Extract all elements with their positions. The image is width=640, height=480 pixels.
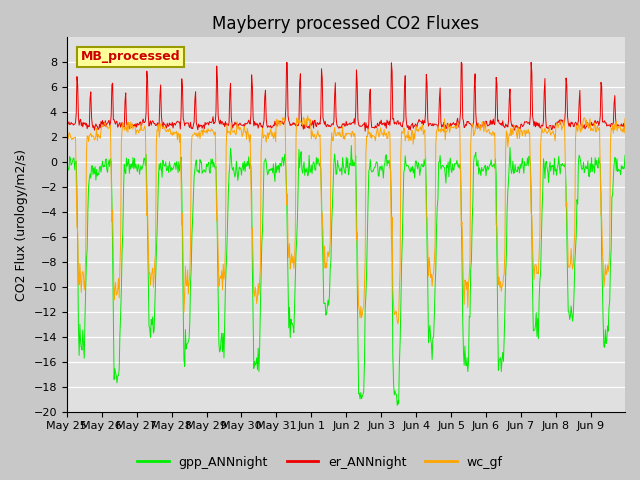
Y-axis label: CO2 Flux (urology/m2/s): CO2 Flux (urology/m2/s) [15,148,28,300]
Legend: gpp_ANNnight, er_ANNnight, wc_gf: gpp_ANNnight, er_ANNnight, wc_gf [132,451,508,474]
Title: Mayberry processed CO2 Fluxes: Mayberry processed CO2 Fluxes [212,15,479,33]
Text: MB_processed: MB_processed [81,50,180,63]
